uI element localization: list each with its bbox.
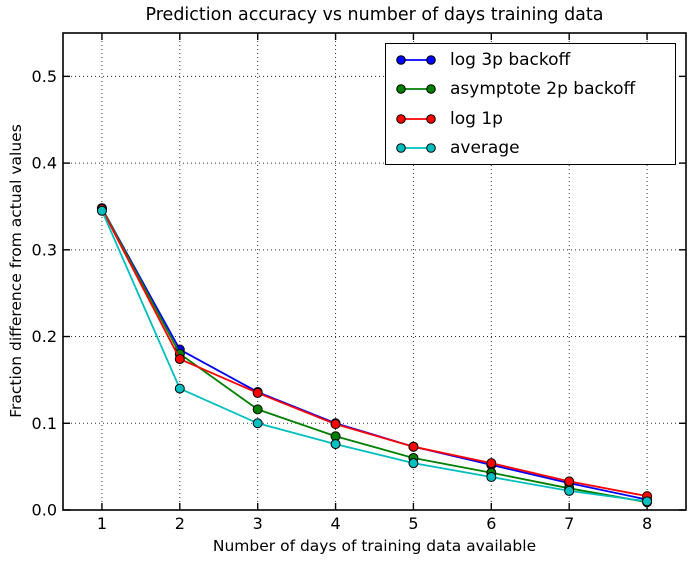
y-tick-labels: 0.0 0.1 0.2 0.3 0.4 0.5 (32, 67, 57, 520)
axis-ticks (63, 33, 686, 511)
svg-text:3: 3 (253, 514, 263, 533)
legend-label: average (450, 137, 520, 158)
x-axis-label: Number of days of training data availabl… (212, 537, 537, 555)
legend-line-sample (396, 113, 436, 124)
legend-label: asymptote 2p backoff (450, 79, 636, 100)
svg-text:0.1: 0.1 (32, 414, 57, 433)
svg-text:0.3: 0.3 (32, 240, 57, 259)
svg-text:5: 5 (408, 514, 418, 533)
svg-text:4: 4 (330, 514, 340, 533)
svg-text:7: 7 (564, 514, 574, 533)
svg-text:0.4: 0.4 (32, 154, 57, 173)
legend-label: log 3p backoff (450, 50, 571, 71)
svg-text:8: 8 (642, 514, 652, 533)
svg-text:6: 6 (486, 514, 496, 533)
svg-text:0.2: 0.2 (32, 327, 57, 346)
svg-text:0.5: 0.5 (32, 67, 57, 86)
legend: log 3p backoff asymptote 2p backoff log … (385, 43, 676, 165)
legend-label: log 1p (450, 108, 503, 129)
legend-line-sample (396, 84, 436, 95)
legend-entry: asymptote 2p backoff (386, 75, 675, 104)
legend-line-sample (396, 55, 436, 65)
chart-title: Prediction accuracy vs number of days tr… (145, 5, 604, 25)
legend-entry: average (386, 134, 675, 163)
legend-line-sample (396, 143, 436, 153)
svg-text:1: 1 (97, 514, 107, 533)
svg-text:2: 2 (175, 514, 185, 533)
legend-entry: log 1p (386, 104, 675, 133)
y-axis-label: Fraction difference from actual values (7, 124, 25, 418)
x-tick-labels: 1 2 3 4 5 6 7 8 (97, 514, 652, 533)
plot-border (62, 32, 687, 511)
series-average (96, 205, 653, 507)
legend-entry: log 3p backoff (386, 46, 675, 75)
svg-text:0.0: 0.0 (32, 501, 57, 520)
